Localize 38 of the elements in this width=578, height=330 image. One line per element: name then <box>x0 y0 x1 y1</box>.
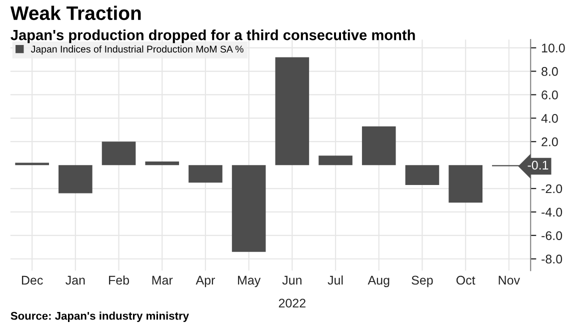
x-tick-label: Mar <box>152 276 173 285</box>
y-tick-label: 10.0 <box>542 44 565 52</box>
bar <box>102 142 136 166</box>
bar <box>188 165 222 183</box>
x-tick-label: Nov <box>498 276 520 285</box>
x-tick-label: Dec <box>22 276 43 285</box>
x-tick-label: May <box>238 276 261 288</box>
y-tick-label: 8.0 <box>542 67 558 76</box>
x-tick-label: Sep <box>412 276 433 288</box>
bar <box>448 165 482 203</box>
bar <box>58 165 92 194</box>
y-tick-label: -6.0 <box>542 231 562 240</box>
x-tick-label: Apr <box>196 276 215 288</box>
x-tick-label: Jan <box>66 276 85 285</box>
y-tick-label: 6.0 <box>542 90 558 100</box>
chart-title: Weak Traction <box>10 6 141 20</box>
text: 2022 <box>278 298 306 308</box>
y-tick-label: 2.0 <box>542 137 558 146</box>
y-tick-label: -8.0 <box>542 254 562 264</box>
bar <box>145 162 180 166</box>
chart-subtitle: Japan's production dropped for a third consecutive month <box>10 30 415 44</box>
bar <box>275 57 310 166</box>
y-tick-label: 4.0 <box>541 114 558 123</box>
y-tick-label: -2.0 <box>542 184 562 194</box>
y-tick-label: -4.0 <box>542 208 562 217</box>
x-tick-label: Jun <box>282 276 302 285</box>
x-tick-label: Aug <box>368 276 390 288</box>
x-tick-label: Oct <box>456 276 476 285</box>
legend-label: Japan Indices of Industrial Production MoM SA % <box>30 45 244 54</box>
bar <box>318 156 352 166</box>
bar <box>362 126 396 166</box>
x-tick-label: Feb <box>109 275 130 285</box>
annotation: -0.1 <box>528 160 548 170</box>
x-tick-label: Jul <box>328 275 343 285</box>
bar <box>232 165 266 252</box>
source-note: Source: Japan's industry ministry <box>10 312 189 322</box>
bar <box>405 165 440 185</box>
bar <box>15 162 49 166</box>
